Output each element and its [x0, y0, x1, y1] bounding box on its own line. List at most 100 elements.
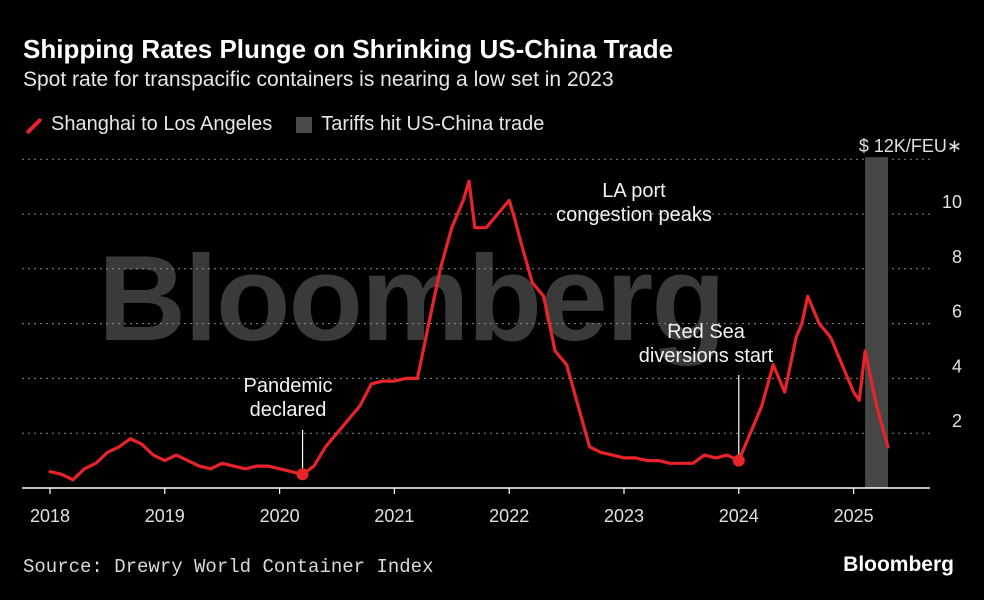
- data-point: [531, 281, 533, 284]
- x-tick-label: 2021: [374, 506, 414, 526]
- legend-item-band: Tariffs hit US-China trade: [296, 113, 544, 136]
- data-point: [198, 465, 201, 467]
- data-point: [336, 432, 338, 435]
- annotation-text: Red Sea diversions start: [639, 321, 774, 367]
- data-point: [818, 322, 820, 325]
- data-point: [324, 446, 327, 448]
- data-point: [347, 418, 350, 421]
- annotation-line: Pandemic: [244, 375, 333, 397]
- data-point: [473, 226, 476, 229]
- y-tick-label: 10: [942, 192, 962, 212]
- data-point: [451, 226, 453, 229]
- data-point: [634, 457, 637, 459]
- data-point: [726, 454, 729, 456]
- annotation-line: congestion peaks: [556, 204, 712, 226]
- data-point: [554, 350, 556, 352]
- data-point: [508, 199, 511, 202]
- data-point: [141, 443, 143, 445]
- series-layer: [48, 179, 890, 482]
- data-point: [514, 218, 516, 221]
- annotation-line: LA port: [602, 180, 666, 202]
- data-point: [485, 226, 488, 229]
- data-point: [611, 454, 614, 456]
- data-point: [290, 470, 292, 473]
- data-point: [232, 465, 235, 467]
- data-point: [703, 454, 706, 456]
- series-line-shanghai-la: [48, 179, 890, 482]
- tariff-band: [865, 157, 889, 488]
- x-tick-label: 2022: [489, 506, 529, 526]
- data-point: [382, 380, 384, 382]
- data-point: [841, 363, 843, 366]
- data-point: [152, 454, 155, 456]
- legend-band-label: Tariffs hit US-China trade: [321, 113, 545, 135]
- chart-subtitle: Spot rate for transpacific containers is…: [23, 68, 614, 91]
- data-point: [852, 391, 855, 393]
- data-point: [468, 180, 470, 182]
- data-point: [801, 322, 803, 325]
- data-point: [118, 446, 120, 448]
- data-point: [577, 405, 579, 407]
- annotation-text: LA port congestion peaks: [556, 180, 712, 226]
- annotation-text: Pandemic declared: [244, 375, 333, 421]
- annotation-line: diversions start: [639, 345, 774, 367]
- data-point: [772, 363, 775, 366]
- annotation-marker: [732, 454, 745, 467]
- data-point: [795, 336, 797, 339]
- bloomberg-logo: Bloomberg: [843, 553, 954, 576]
- data-point: [255, 465, 258, 467]
- source-note: Source: Drewry World Container Index: [23, 556, 434, 578]
- x-tick-label: 2025: [834, 506, 874, 526]
- x-tick-label: 2018: [30, 506, 70, 526]
- data-point: [72, 478, 74, 481]
- x-tick-label: 2019: [145, 506, 185, 526]
- data-point: [692, 462, 694, 465]
- data-point: [806, 295, 809, 298]
- data-point: [393, 380, 396, 382]
- data-point: [106, 451, 109, 454]
- legend-item-series: Shanghai to Los Angeles: [23, 113, 272, 136]
- data-point: [267, 465, 269, 467]
- data-point: [221, 462, 223, 465]
- data-point: [462, 199, 465, 202]
- legend: Shanghai to Los Angeles Tariffs hit US-C…: [23, 113, 568, 136]
- data-point: [416, 377, 419, 380]
- legend-band-swatch-icon: [296, 116, 313, 133]
- data-point: [760, 405, 763, 407]
- data-point: [278, 468, 281, 470]
- data-point: [669, 462, 671, 465]
- data-point: [588, 446, 591, 448]
- data-point: [439, 268, 442, 270]
- data-point: [875, 405, 878, 407]
- annotations: Pandemic declared LA port congestion peaks R…: [244, 180, 774, 481]
- data-point: [244, 468, 246, 470]
- data-point: [887, 446, 889, 448]
- annotation-marker: [296, 468, 309, 481]
- data-point: [175, 454, 178, 456]
- data-point: [370, 383, 373, 385]
- data-point: [129, 437, 132, 440]
- data-point: [858, 399, 861, 402]
- data-point: [49, 470, 51, 473]
- data-point: [83, 468, 86, 470]
- data-point: [542, 295, 545, 298]
- y-tick-label: 6: [952, 302, 962, 322]
- data-point: [829, 336, 832, 339]
- y-unit-label: $ 12K/FEU∗: [859, 136, 962, 156]
- y-tick-label: 4: [952, 356, 962, 376]
- data-point: [783, 391, 786, 393]
- annotation-line: declared: [250, 399, 327, 421]
- data-point: [359, 405, 361, 407]
- tariff-band-rect: [865, 157, 889, 488]
- x-tick-label: 2023: [604, 506, 644, 526]
- x-tick-label: 2024: [719, 506, 759, 526]
- x-tick-label: 2020: [260, 506, 300, 526]
- watermark: Bloomberg: [98, 230, 726, 366]
- data-point: [428, 322, 430, 325]
- data-point: [646, 459, 648, 462]
- data-point: [715, 457, 717, 459]
- chart-title: Shipping Rates Plunge on Shrinking US-Ch…: [23, 34, 674, 64]
- data-point: [600, 451, 602, 454]
- gridlines: [22, 158, 930, 434]
- data-point: [565, 363, 568, 366]
